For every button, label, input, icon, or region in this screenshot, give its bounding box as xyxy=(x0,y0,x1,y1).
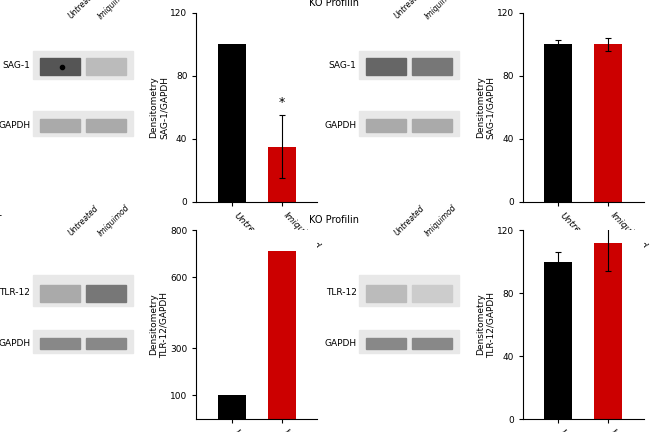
Bar xyxy=(40,338,79,349)
Text: Untreated: Untreated xyxy=(393,204,426,238)
Text: Untreated: Untreated xyxy=(393,0,426,20)
Text: Imiquimod: Imiquimod xyxy=(423,0,458,20)
Bar xyxy=(40,58,79,75)
Bar xyxy=(366,119,406,132)
Text: Untreated: Untreated xyxy=(66,0,100,20)
Bar xyxy=(544,44,572,202)
Bar xyxy=(595,243,622,419)
Text: SAG-1: SAG-1 xyxy=(3,61,31,70)
Text: GAPDH: GAPDH xyxy=(0,121,31,130)
Text: KO Profilin: KO Profilin xyxy=(309,215,359,225)
Text: WT: WT xyxy=(0,215,2,225)
Bar xyxy=(359,276,459,306)
Bar xyxy=(413,119,452,132)
Text: Imiquimod: Imiquimod xyxy=(423,203,458,238)
Text: Imiquimod: Imiquimod xyxy=(97,203,132,238)
Bar xyxy=(33,51,133,79)
Bar xyxy=(86,285,126,302)
Bar xyxy=(359,51,459,79)
Bar xyxy=(366,58,406,75)
Bar xyxy=(218,395,246,419)
Text: TLR-12: TLR-12 xyxy=(326,288,357,297)
Bar xyxy=(268,251,296,419)
Text: Untreated: Untreated xyxy=(66,204,100,238)
Bar xyxy=(33,111,133,136)
Bar xyxy=(413,285,452,302)
Bar xyxy=(40,119,79,132)
Bar xyxy=(366,285,406,302)
Y-axis label: Densitometry
SAG-1/GAPDH: Densitometry SAG-1/GAPDH xyxy=(150,76,169,139)
Bar xyxy=(86,58,126,75)
Bar xyxy=(595,44,622,202)
Text: GAPDH: GAPDH xyxy=(0,339,31,348)
Bar xyxy=(40,285,79,302)
Bar xyxy=(359,111,459,136)
Text: GAPDH: GAPDH xyxy=(324,339,357,348)
Text: TLR-12: TLR-12 xyxy=(0,288,31,297)
Text: *: * xyxy=(279,96,285,109)
Bar xyxy=(218,44,246,202)
Text: WT: WT xyxy=(0,0,2,8)
Bar xyxy=(544,262,572,419)
Bar xyxy=(359,330,459,353)
Bar xyxy=(33,276,133,306)
Text: GAPDH: GAPDH xyxy=(324,121,357,130)
Bar xyxy=(366,338,406,349)
Text: KO Profilin: KO Profilin xyxy=(309,0,359,8)
Bar xyxy=(268,147,296,202)
Y-axis label: Densitometry
TLR-12/GAPDH: Densitometry TLR-12/GAPDH xyxy=(150,292,169,358)
Text: SAG-1: SAG-1 xyxy=(329,61,357,70)
Y-axis label: Densitometry
SAG-1/GAPDH: Densitometry SAG-1/GAPDH xyxy=(476,76,495,139)
Bar xyxy=(86,119,126,132)
Bar xyxy=(413,58,452,75)
Text: Imiquimod: Imiquimod xyxy=(97,0,132,20)
Bar xyxy=(86,338,126,349)
Bar xyxy=(413,338,452,349)
Y-axis label: Densitometry
TLR-12/GAPDH: Densitometry TLR-12/GAPDH xyxy=(476,292,495,358)
Bar xyxy=(33,330,133,353)
